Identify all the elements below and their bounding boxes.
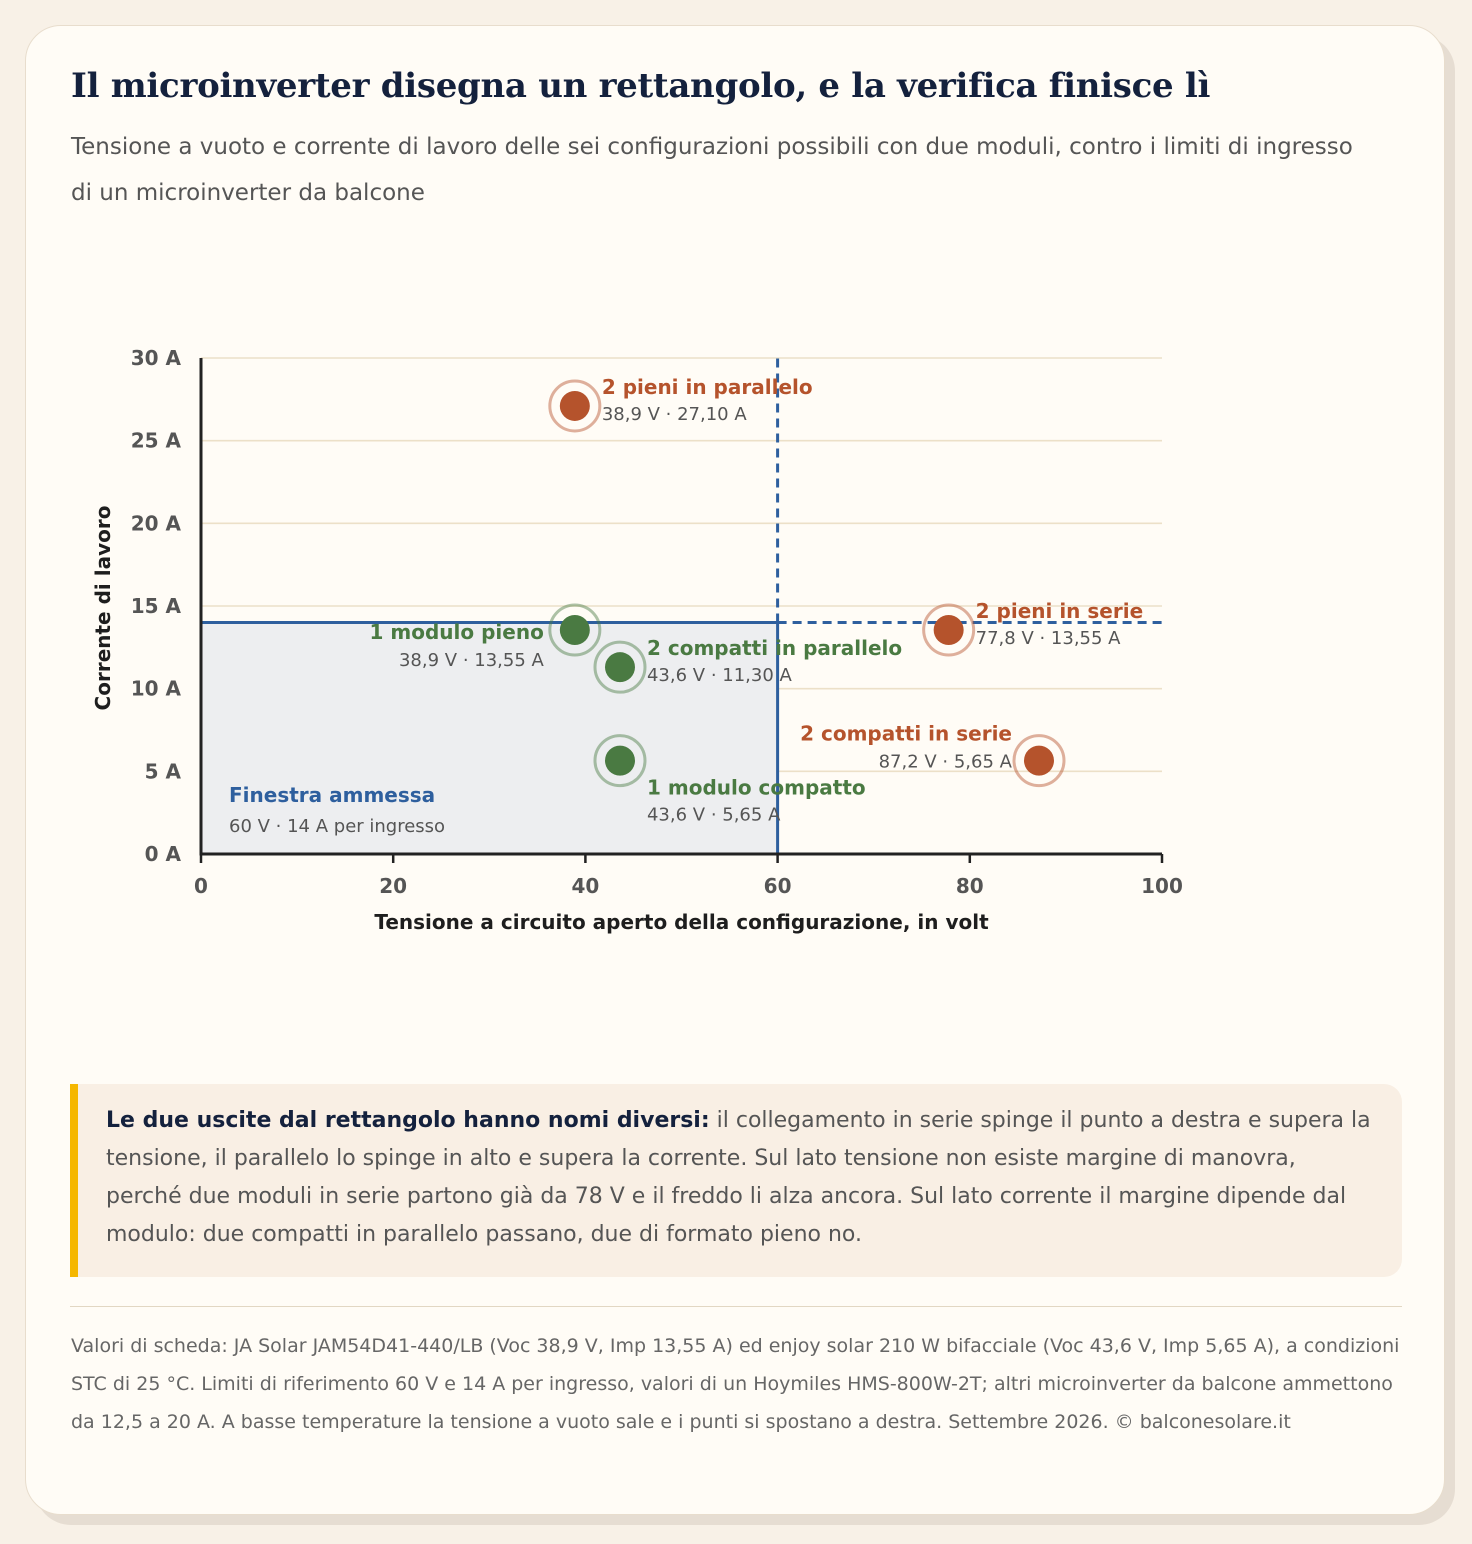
x-tick-label: 100 bbox=[1141, 874, 1183, 898]
insight-note: Le due uscite dal rettangolo hanno nomi … bbox=[70, 1084, 1402, 1277]
chart-subtitle: Tensione a vuoto e corrente di lavoro de… bbox=[71, 134, 1353, 206]
data-point bbox=[604, 652, 635, 683]
scatter-chart: 0 20 40 60 80 100 0 A 5 A 10 A 15 A 20 A 25 A 30 A F… bbox=[91, 346, 1183, 934]
x-tick-label: 20 bbox=[379, 874, 407, 898]
point-value-label: 87,2 V · 5,65 A bbox=[879, 752, 1013, 773]
point-halo bbox=[548, 603, 602, 657]
x-tick-label: 80 bbox=[956, 874, 984, 898]
point-label: 2 pieni in parallelo bbox=[602, 375, 813, 399]
chart-title: Il microinverter disegna un rettangolo, … bbox=[71, 66, 1211, 106]
y-tick-label: 25 A bbox=[131, 429, 182, 453]
window-label: Finestra ammessa bbox=[229, 783, 435, 807]
point-value-label: 38,9 V · 27,10 A bbox=[602, 404, 748, 425]
admitted-window bbox=[201, 622, 778, 854]
x-tick-label: 0 bbox=[194, 874, 208, 898]
data-point bbox=[933, 614, 964, 645]
y-tick-label: 10 A bbox=[131, 677, 182, 701]
point-halo bbox=[1012, 734, 1066, 788]
y-tick-label: 15 A bbox=[131, 594, 182, 618]
point-value-label: 43,6 V · 11,30 A bbox=[647, 665, 793, 686]
point-value-label: 38,9 V · 13,55 A bbox=[399, 650, 545, 671]
limit-lines bbox=[201, 358, 1162, 854]
point-halo bbox=[548, 379, 602, 433]
window-sublabel: 60 V · 14 A per ingresso bbox=[229, 816, 445, 837]
y-tick-label: 0 A bbox=[145, 842, 182, 866]
point-value-label: 77,8 V · 13,55 A bbox=[976, 628, 1122, 649]
point-label: 1 modulo pieno bbox=[370, 620, 544, 644]
divider bbox=[70, 1306, 1402, 1307]
data-point bbox=[559, 390, 590, 421]
x-tick-label: 40 bbox=[571, 874, 599, 898]
x-axis-title: Tensione a circuito aperto della configu… bbox=[374, 910, 989, 934]
point-halo bbox=[593, 734, 647, 788]
source-footer: Valori di scheda: JA Solar JAM54D41-440/… bbox=[71, 1335, 1400, 1433]
point-label: 2 compatti in serie bbox=[800, 722, 1012, 746]
x-tick-label: 60 bbox=[764, 874, 792, 898]
data-points: 2 pieni in parallelo 38,9 V · 27,10 A 1 mo… bbox=[370, 375, 1144, 826]
point-label: 2 compatti in parallelo bbox=[647, 636, 902, 660]
y-tick-label: 5 A bbox=[145, 759, 182, 783]
y-tick-label: 20 A bbox=[131, 511, 182, 535]
data-point bbox=[559, 614, 590, 645]
point-halo bbox=[922, 603, 976, 657]
data-point bbox=[1023, 745, 1054, 776]
note-text: il collegamento in serie spinge il punto… bbox=[106, 1108, 1371, 1247]
point-label: 2 pieni in serie bbox=[976, 599, 1143, 623]
data-point bbox=[604, 745, 635, 776]
axes: 0 20 40 60 80 100 0 A 5 A 10 A 15 A 20 A 25 A 30 A bbox=[131, 346, 1183, 898]
note-lead: Le due uscite dal rettangolo hanno nomi … bbox=[106, 1108, 710, 1133]
point-label: 1 modulo compatto bbox=[647, 776, 866, 800]
y-axis-title: Corrente di lavoro bbox=[91, 506, 115, 711]
y-tick-label: 30 A bbox=[131, 346, 182, 370]
point-value-label: 43,6 V · 5,65 A bbox=[647, 805, 781, 826]
point-halo bbox=[593, 640, 647, 694]
